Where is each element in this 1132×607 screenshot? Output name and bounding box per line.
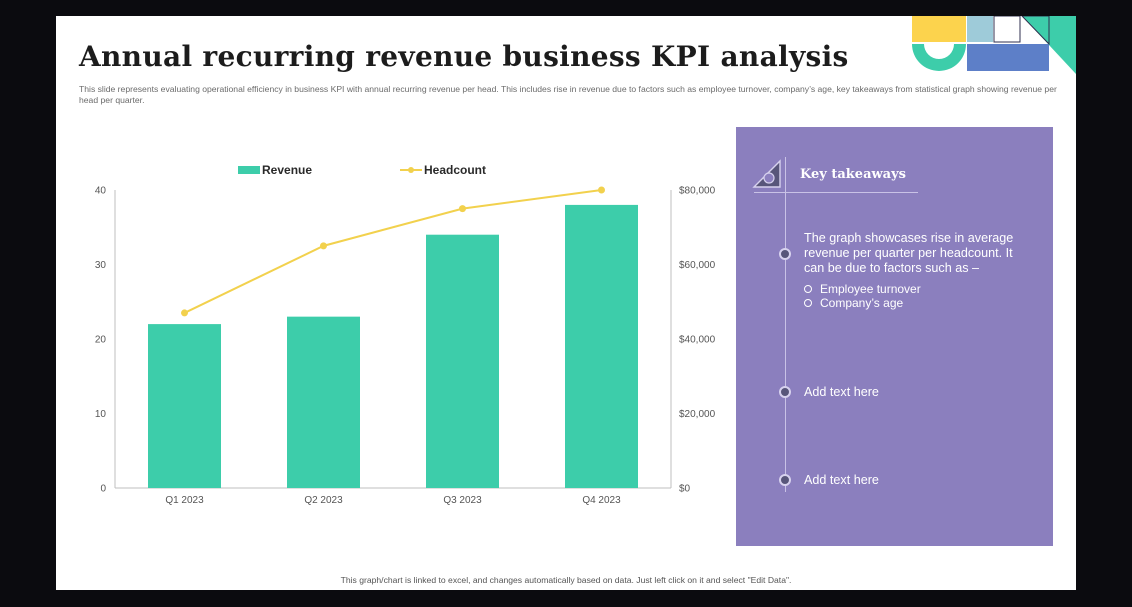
takeaway-text-1: The graph showcases rise in average reve… [804,231,1014,275]
revenue-bar [148,324,221,488]
deco-blue-block [967,44,1049,71]
legend-revenue-label: Revenue [262,163,312,177]
y-tick-left-label: 40 [95,186,107,197]
headcount-point [320,242,327,250]
takeaway-bullet-2 [779,386,791,398]
footnote: This graph/chart is linked to excel, and… [340,575,792,585]
set-square-icon [752,159,781,188]
y-tick-left-label: 0 [100,484,106,495]
deco-outline-triangle [1021,16,1050,46]
key-takeaways-title: Key takeaways [800,167,906,182]
takeaway-text-3: Add text here [804,473,879,487]
takeaway-text-2: Add text here [804,385,879,399]
legend-revenue-swatch [238,166,260,174]
y-tick-left-label: 30 [95,260,107,271]
headcount-point [598,186,605,194]
revenue-bars [148,204,638,488]
headcount-line [184,189,602,314]
key-takeaways-panel: Key takeaways The graph showcases rise i… [736,127,1053,546]
takeaway-subitem-2: Company’s age [804,296,903,310]
timeline-line [785,157,786,492]
revenue-bar [426,234,499,488]
x-tick-label: Q1 2023 [165,495,204,506]
title-underline [754,192,918,193]
y-tick-right-label: $20,000 [679,409,716,420]
deco-teal-arc [912,44,966,71]
x-tick-label: Q4 2023 [582,495,621,506]
page-title: Annual recurring revenue business KPI an… [79,40,849,73]
deco-outline-block [993,16,1021,43]
y-tick-right-label: $40,000 [679,335,716,346]
y-tick-right-label: $60,000 [679,260,716,271]
chart-legend: Revenue Headcount [238,163,486,177]
revenue-bar [287,316,360,488]
headcount-point [459,205,466,213]
decorative-shapes [912,16,1076,74]
deco-yellow-block [912,16,966,42]
slide-description: This slide represents evaluating operati… [79,84,1057,105]
revenue-bar [565,204,638,488]
y-tick-left-label: 10 [95,409,107,420]
x-tick-label: Q3 2023 [443,495,482,506]
headcount-line-series [181,186,605,317]
y-tick-left-label: 20 [95,335,107,346]
legend-headcount-label: Headcount [424,163,486,177]
y-tick-right-label: $80,000 [679,186,716,197]
revenue-headcount-chart: Revenue Headcount 0 10 20 30 40 $0 $20,000 $40,… [95,163,716,506]
legend-headcount-marker [408,167,414,173]
takeaway-bullet-1 [779,248,791,260]
x-tick-label: Q2 2023 [304,495,343,506]
y-tick-right-label: $0 [679,484,691,495]
takeaway-bullet-3 [779,474,791,486]
headcount-point [181,309,188,317]
takeaway-subitem-1: Employee turnover [804,282,921,296]
deco-lightblue-block [967,16,993,42]
slide: Annual recurring revenue business KPI an… [56,16,1076,590]
